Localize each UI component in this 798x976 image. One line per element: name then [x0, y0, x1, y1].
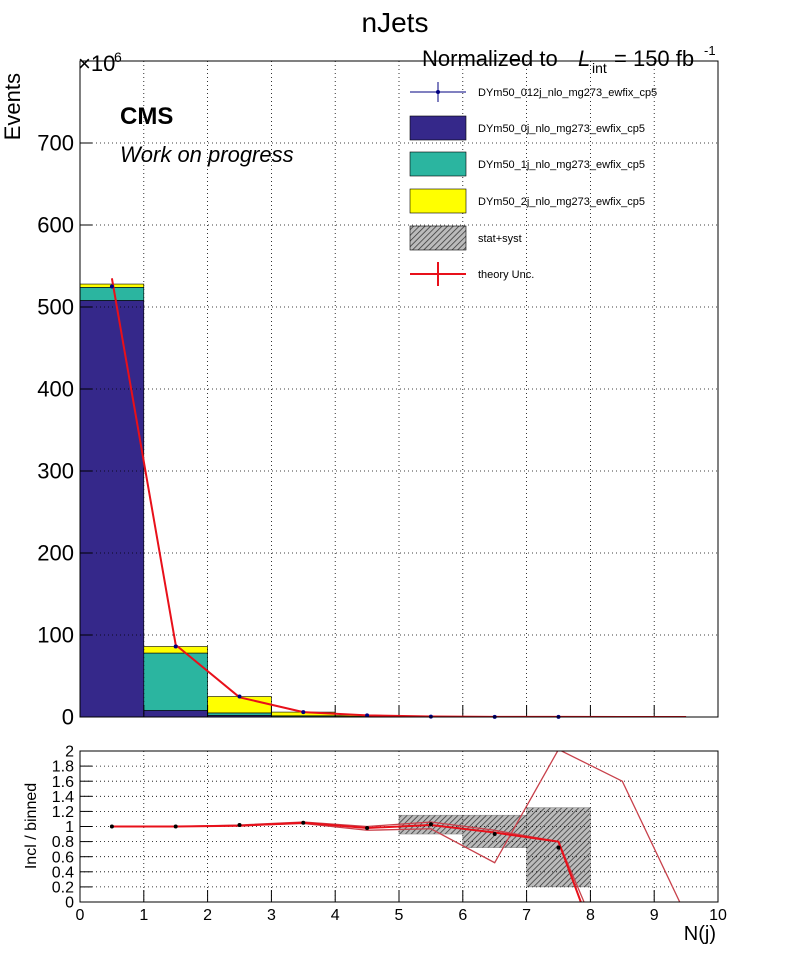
y-tick-label: 1.8 [52, 759, 74, 776]
y-axis-label: Incl / binned [23, 783, 40, 869]
data-point [365, 826, 370, 831]
y-tick-label: 1.6 [52, 774, 74, 791]
bar-segment [79, 300, 145, 718]
legend-symbol [409, 188, 467, 214]
legend-label: DYm50_012j_nlo_mg273_ewfix_cp5 [478, 87, 657, 99]
chart-title: nJets [362, 7, 429, 38]
bar-segment [143, 710, 208, 718]
normalization: -1 [704, 43, 716, 58]
y-tick-label: 200 [37, 541, 74, 566]
y-tick-label: 500 [37, 295, 74, 320]
x-tick-label: 10 [709, 907, 727, 924]
data-point [173, 644, 178, 649]
annotation: Work on progress [120, 142, 294, 167]
bar-segment [207, 696, 272, 714]
y-axis-label: Events [0, 73, 25, 140]
y-tick-label: 0.6 [52, 849, 74, 866]
data-point [365, 713, 370, 718]
x-tick-label: 4 [331, 907, 340, 924]
y-tick-label: 600 [37, 213, 74, 238]
y-tick-label: 0 [65, 895, 74, 912]
legend-label: stat+syst [478, 233, 522, 245]
legend-symbol [409, 151, 467, 177]
data-point [428, 822, 433, 827]
normalization: L [578, 46, 590, 71]
line [111, 821, 585, 902]
line [111, 821, 582, 902]
y-multiplier: 6 [114, 49, 122, 65]
data-point [109, 284, 114, 289]
x-tick-label: 3 [267, 907, 276, 924]
bar-segment [207, 712, 272, 716]
y-tick-label: 100 [37, 623, 74, 648]
frame [79, 60, 719, 718]
frame [79, 750, 719, 903]
bar-segment [143, 652, 208, 711]
x-axis-label: N(j) [684, 923, 716, 945]
x-tick-label: 0 [76, 907, 85, 924]
y-tick-label: 0.4 [52, 864, 74, 881]
data-point [109, 824, 114, 829]
x-tick-label: 1 [139, 907, 148, 924]
y-tick-label: 0.8 [52, 834, 74, 851]
y-tick-label: 0.2 [52, 880, 74, 897]
legend-symbol [436, 90, 440, 94]
x-tick-label: 9 [650, 907, 659, 924]
x-tick-label: 2 [203, 907, 212, 924]
y-multiplier: ×10 [78, 51, 115, 76]
uncertainty-band [462, 814, 527, 848]
normalization: Normalized to [422, 46, 558, 71]
legend-label: DYm50_0j_nlo_mg273_ewfix_cp5 [478, 123, 645, 135]
legend-symbol [409, 115, 467, 141]
x-tick-label: 7 [522, 907, 531, 924]
y-tick-label: 700 [37, 131, 74, 156]
x-tick-label: 8 [586, 907, 595, 924]
data-point [173, 824, 178, 829]
y-tick-label: 0 [62, 705, 74, 730]
legend-label: DYm50_2j_nlo_mg273_ewfix_cp5 [478, 196, 645, 208]
legend-label: theory Unc. [478, 269, 534, 281]
y-tick-label: 2 [65, 744, 74, 761]
y-tick-label: 1.4 [52, 789, 74, 806]
data-point [301, 820, 306, 825]
y-tick-label: 400 [37, 377, 74, 402]
x-tick-label: 5 [395, 907, 404, 924]
annotation: CMS [120, 103, 173, 130]
x-tick-label: 6 [458, 907, 467, 924]
legend-symbol [409, 225, 467, 251]
normalization: = 150 fb [614, 46, 694, 71]
legend-label: DYm50_1j_nlo_mg273_ewfix_cp5 [478, 159, 645, 171]
data-point [237, 822, 242, 827]
bar-segment [79, 287, 145, 301]
data-point [301, 710, 306, 715]
y-tick-label: 300 [37, 459, 74, 484]
y-tick-label: 1 [65, 819, 74, 836]
data-point [492, 832, 497, 837]
normalization: int [592, 60, 607, 76]
y-tick-label: 1.2 [52, 804, 74, 821]
data-point [556, 845, 561, 850]
data-point [237, 694, 242, 699]
